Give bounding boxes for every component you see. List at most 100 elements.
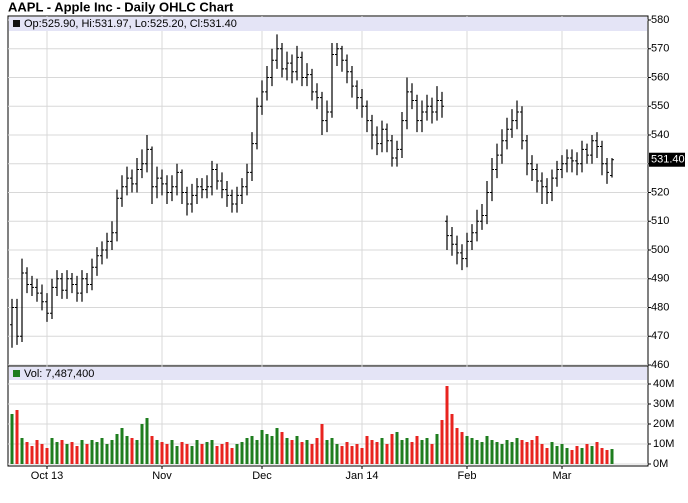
info-strip: [9, 17, 647, 31]
volume-bar: [360, 448, 364, 464]
volume-bar: [480, 442, 484, 464]
volume-bar: [30, 446, 34, 464]
volume-bar: [505, 440, 509, 464]
last-price-box: [649, 152, 685, 167]
volume-bar: [265, 434, 269, 464]
x-tick-label: Nov: [152, 470, 172, 482]
volume-bar: [305, 440, 309, 464]
volume-bar: [350, 446, 354, 464]
chart-title: AAPL - Apple Inc - Daily OHLC Chart: [8, 0, 234, 14]
volume-bar: [200, 444, 204, 464]
volume-bar: [180, 442, 184, 464]
volume-bar: [325, 440, 329, 464]
y-tick-label: 570: [651, 43, 669, 55]
volume-bar: [90, 440, 94, 464]
volume-bar: [35, 440, 39, 464]
volume-bar: [465, 436, 469, 464]
volume-bar: [205, 442, 209, 464]
volume-bar: [240, 442, 244, 464]
volume-bar: [300, 442, 304, 464]
volume-bar: [525, 442, 529, 464]
volume-bar: [55, 442, 59, 464]
volume-bar: [450, 414, 454, 464]
volume-bar: [100, 438, 104, 464]
volume-bar: [250, 436, 254, 464]
y-tick-label: 510: [651, 215, 669, 227]
volume-bar: [260, 430, 264, 464]
volume-bar: [335, 444, 339, 464]
volume-bar: [520, 440, 524, 464]
volume-bar: [370, 440, 374, 464]
volume-bar: [455, 428, 459, 464]
y-tick-label: 460: [651, 359, 669, 371]
volume-bar: [410, 442, 414, 464]
volume-bar: [50, 438, 54, 464]
volume-bar: [535, 436, 539, 464]
volume-bar: [390, 434, 394, 464]
volume-bar: [550, 442, 554, 464]
volume-bar: [320, 424, 324, 464]
volume-bar: [420, 440, 424, 464]
volume-bar: [565, 448, 569, 464]
volume-bar: [475, 440, 479, 464]
volume-bar: [545, 448, 549, 464]
volume-bar: [605, 450, 609, 464]
volume-bar: [515, 438, 519, 464]
volume-bar: [135, 440, 139, 464]
volume-bar: [290, 440, 294, 464]
volume-bar: [150, 436, 154, 464]
volume-bar: [220, 444, 224, 464]
volume-bar: [500, 444, 504, 464]
volume-bar: [280, 432, 284, 464]
x-tick-label: Jan 14: [345, 470, 378, 482]
volume-bar: [70, 442, 74, 464]
volume-bar: [530, 440, 534, 464]
volume-bar: [310, 444, 314, 464]
volume-bar: [340, 446, 344, 464]
volume-info: Vol: 7,487,400: [24, 368, 94, 380]
volume-bar: [385, 444, 389, 464]
volume-bar: [560, 444, 564, 464]
x-tick-label: Mar: [553, 470, 572, 482]
volume-bar: [555, 446, 559, 464]
volume-bar: [40, 444, 44, 464]
info-icon: [13, 370, 20, 377]
y-tick-label: 470: [651, 330, 669, 342]
volume-bar: [365, 436, 369, 464]
volume-bar: [45, 448, 49, 464]
volume-bar: [430, 444, 434, 464]
volume-bar: [355, 444, 359, 464]
volume-bar: [440, 420, 444, 464]
y-tick-label: 490: [651, 273, 669, 285]
y-tick-label: 500: [651, 244, 669, 256]
x-tick-label: Oct 13: [31, 470, 63, 482]
y-tick-label: 10M: [653, 438, 674, 450]
volume-bar: [130, 438, 134, 464]
volume-bar: [270, 436, 274, 464]
volume-bar: [540, 444, 544, 464]
volume-bar: [65, 444, 69, 464]
y-tick-label: 480: [651, 301, 669, 313]
info-icon: [13, 20, 20, 27]
volume-bar: [115, 434, 119, 464]
volume-bar: [145, 418, 149, 464]
volume-bar: [575, 446, 579, 464]
volume-bar: [110, 440, 114, 464]
y-tick-label: 40M: [653, 378, 674, 390]
volume-bar: [405, 438, 409, 464]
x-tick-label: Feb: [458, 470, 477, 482]
volume-bar: [125, 436, 129, 464]
volume-bar: [470, 438, 474, 464]
volume-bar: [585, 444, 589, 464]
volume-bar: [105, 444, 109, 464]
volume-bar: [400, 440, 404, 464]
y-tick-label: 0M: [653, 458, 668, 470]
volume-bar: [15, 410, 19, 464]
volume-bar: [80, 440, 84, 464]
volume-bar: [140, 424, 144, 464]
volume-bar: [375, 442, 379, 464]
y-tick-label: 580: [651, 14, 669, 26]
volume-bar: [580, 448, 584, 464]
volume-bar: [190, 446, 194, 464]
x-tick-label: Dec: [252, 470, 272, 482]
